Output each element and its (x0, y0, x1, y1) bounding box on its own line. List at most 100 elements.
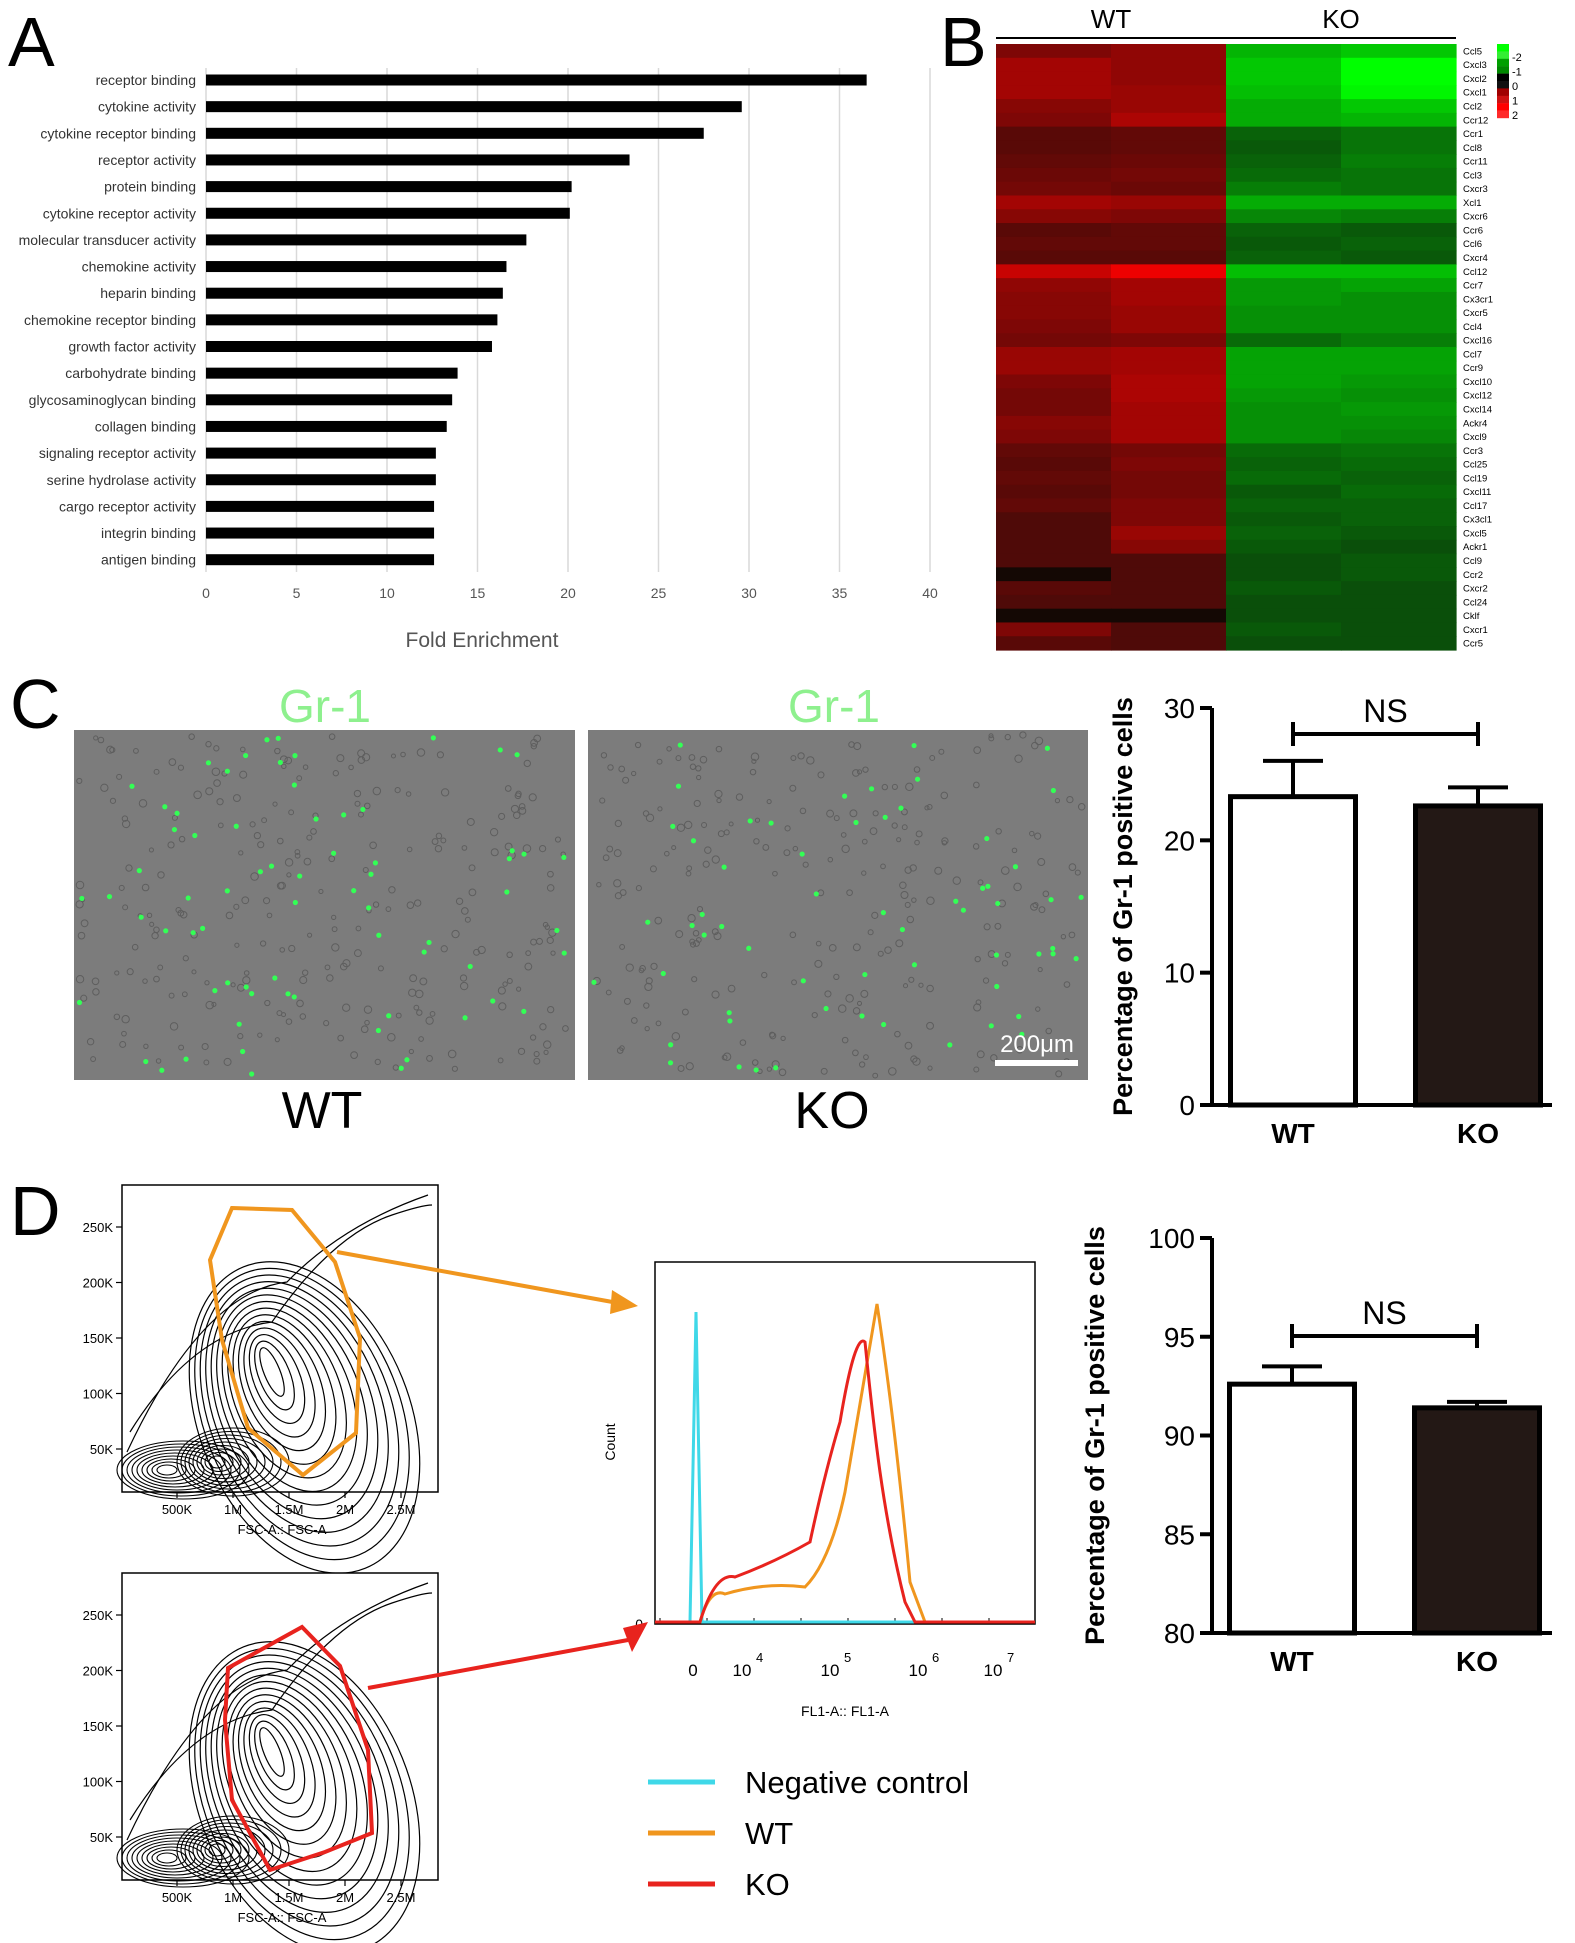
c-cell (416, 1009, 423, 1016)
contour-x-tick-label: 1.5M (275, 1890, 304, 1905)
b-heatmap-cell (996, 415, 1112, 431)
contour-x-tick-label: 2.5M (387, 1502, 416, 1517)
c-cell (722, 1052, 732, 1061)
contour-outer-line (126, 1194, 429, 1453)
b-heatmap-cell (996, 264, 1112, 279)
b-row-label: Ccl9 (1463, 556, 1482, 567)
c-cell (394, 787, 401, 794)
c-cell (408, 988, 417, 997)
b-color-legend: -2 -1 0 1 2 (1497, 44, 1522, 122)
c-gr1-positive-cell (882, 814, 888, 820)
ns-annotation: NS (1363, 693, 1407, 729)
b-heatmap-cell (1341, 415, 1457, 431)
c-gr1-positive-cell (862, 971, 868, 978)
contour-line (126, 1446, 232, 1494)
b-heatmap-cell (1111, 539, 1227, 555)
contour-line (237, 1320, 327, 1452)
c-cell (547, 1005, 555, 1014)
b-heatmap-cell (1341, 526, 1457, 541)
a-category-label: chemokine activity (82, 259, 196, 275)
contour-line (180, 1818, 282, 1882)
b-heatmap-cell (1111, 112, 1227, 128)
b-legend-tick: -1 (1512, 67, 1522, 79)
c-gr1-positive-cell (591, 979, 597, 985)
b-heatmap-cell (1226, 608, 1342, 624)
c-cell (820, 1067, 828, 1075)
b-row-label: Ccl12 (1463, 267, 1487, 278)
b-heatmap-cell (996, 278, 1112, 293)
c-gr1-positive-cell (264, 737, 270, 743)
c-gr1-positive-cell (1073, 956, 1079, 962)
b-heatmap-cell (1341, 402, 1457, 417)
contour-line (216, 1674, 368, 1886)
c-cell (216, 798, 224, 806)
c-cell (459, 981, 469, 991)
c-cell (213, 779, 221, 787)
c-gr1-positive-cell (430, 735, 436, 741)
b-heatmap-cell (996, 484, 1112, 500)
c-cell (988, 735, 995, 742)
c-cell (377, 965, 384, 972)
c-gr1-positive-cell (277, 759, 283, 766)
c-cell (895, 939, 904, 948)
b-heatmap-cell (1226, 526, 1342, 541)
c-cell (1004, 951, 1011, 958)
c-cell (440, 945, 448, 953)
c-cell (815, 940, 822, 947)
c-cell (342, 959, 351, 968)
c-gr1-positive-cell (1078, 894, 1084, 900)
b-heatmap-cell (1226, 622, 1342, 637)
hist-x-tick-exponent: 6 (932, 1650, 939, 1665)
c-gr1-positive-cell (719, 923, 725, 930)
contour-line (141, 1843, 205, 1873)
c-gr1-positive-cell (1050, 951, 1056, 957)
c-cell (783, 849, 791, 857)
c-cell (466, 817, 475, 826)
contour-line (259, 1727, 285, 1777)
c-cell (372, 786, 382, 796)
c-gr1-positive-cell (1050, 787, 1057, 794)
c-cell (1032, 901, 1039, 909)
b-row-label: Cxcl14 (1463, 404, 1492, 415)
contour-line (156, 1464, 178, 1476)
c-cell (614, 892, 622, 900)
b-row-labels: Ccl5 Cxcl3 Cxcl2 Cxcl1 Ccl2 Ccr12 Ccr1 Ccl8 Ccr1… (1463, 46, 1493, 649)
c-cell (728, 821, 734, 827)
c-gr1-positive-cell (746, 945, 752, 951)
c-cell (853, 742, 862, 751)
c-cell (284, 858, 294, 867)
b-heatmap-cell (996, 360, 1112, 376)
c-cell (157, 964, 164, 971)
c-cell (249, 821, 256, 828)
c-cell (904, 1041, 913, 1050)
c-cell (362, 866, 369, 873)
a-category-label: antigen binding (101, 552, 196, 568)
c-gr1-positive-cell (899, 926, 906, 933)
c-cell (253, 831, 262, 840)
contour-line (188, 1437, 266, 1487)
c-cell (178, 1044, 185, 1051)
b-heatmap-cell (996, 498, 1112, 513)
contour-line (204, 1451, 234, 1473)
c-cell (242, 976, 251, 985)
c-cell (400, 751, 406, 758)
c-cell (562, 1025, 569, 1032)
c-cell (940, 791, 949, 800)
b-heatmap-cell (1226, 181, 1342, 197)
c-cell (514, 792, 522, 800)
c-cell (841, 1036, 849, 1044)
b-heatmap-cell (1341, 567, 1457, 582)
bar (1228, 794, 1358, 1108)
b-row-label: Ackr4 (1463, 418, 1487, 429)
c-gr1-positive-cell (747, 818, 753, 824)
a-category-label: integrin binding (101, 525, 196, 541)
c-cell (904, 901, 911, 908)
b-heatmap-cell (996, 457, 1112, 472)
c-cell (840, 832, 847, 838)
c-cell (504, 785, 512, 792)
c-cell (395, 1012, 402, 1019)
c-cell (860, 989, 869, 998)
b-heatmap-cell (1341, 360, 1457, 376)
b-heatmap-cell (1226, 154, 1342, 169)
contour-line (232, 1694, 337, 1845)
